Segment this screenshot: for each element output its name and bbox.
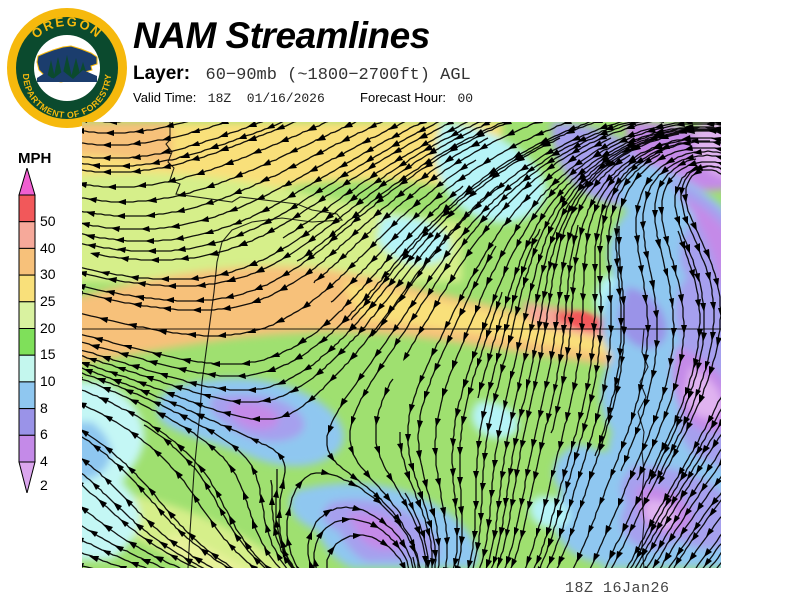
svg-text:25: 25 bbox=[40, 293, 56, 309]
svg-text:50: 50 bbox=[40, 213, 56, 229]
svg-text:8: 8 bbox=[40, 400, 48, 416]
svg-text:30: 30 bbox=[40, 266, 56, 282]
svg-text:2: 2 bbox=[40, 477, 48, 493]
svg-text:10: 10 bbox=[40, 373, 56, 389]
svg-text:15: 15 bbox=[40, 346, 56, 362]
svg-text:40: 40 bbox=[40, 240, 56, 256]
svg-text:20: 20 bbox=[40, 320, 56, 336]
svg-text:6: 6 bbox=[40, 426, 48, 442]
svg-text:4: 4 bbox=[40, 453, 48, 469]
